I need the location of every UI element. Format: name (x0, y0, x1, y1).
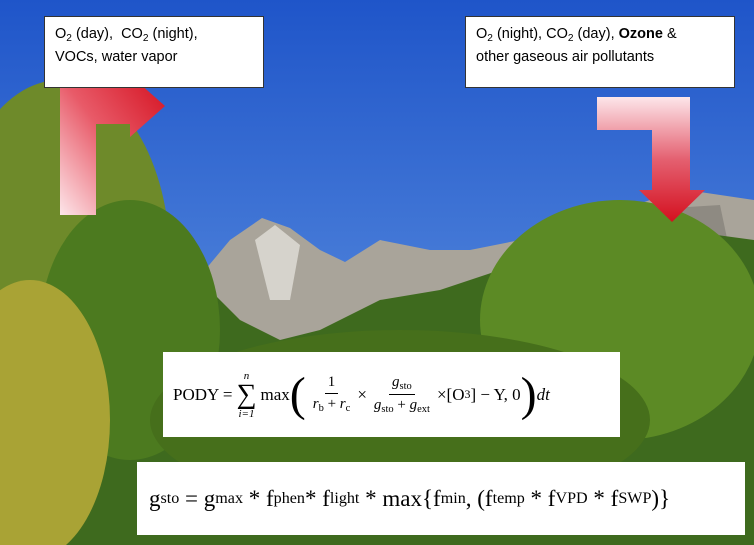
text: * f (243, 485, 274, 511)
text: 1 (324, 374, 339, 395)
text: sto (399, 381, 412, 392)
text: other gaseous air pollutants (476, 49, 655, 66)
text: (day), (573, 26, 619, 42)
text: 2 (487, 33, 493, 45)
text: × (357, 384, 367, 404)
text: & (662, 26, 677, 42)
gsto-formula: g sto = g max * f phen * f light * max{f min, … (137, 462, 745, 535)
left-label: O2 (day), CO2 (night), VOCs, water vapor (44, 16, 264, 88)
text: sto (160, 489, 180, 507)
text: sto (381, 404, 394, 416)
text: + (393, 397, 410, 413)
text: phen (273, 489, 305, 507)
text: * max{f (359, 485, 441, 511)
text: r (339, 396, 346, 413)
text: , (f (465, 485, 493, 511)
text: 2 (142, 33, 149, 45)
text: VPD (555, 489, 588, 507)
text: PODY = (173, 384, 233, 404)
text: * f (587, 485, 619, 511)
text: g (392, 373, 400, 390)
text: (night), CO (492, 26, 568, 42)
text: 3 (464, 387, 471, 401)
text: c (345, 403, 351, 415)
text: = g (179, 485, 216, 511)
paren: ( (289, 367, 306, 421)
text: VOCs, water vapor (55, 49, 178, 66)
text: g (373, 397, 382, 413)
text: ext (417, 404, 430, 416)
text: * f (304, 485, 330, 511)
text: max (260, 384, 290, 404)
text: i=1 (238, 407, 255, 420)
fraction: gsto gsto + gext (371, 374, 433, 415)
text: min (440, 489, 466, 507)
text: ∑ (236, 378, 257, 410)
paren: ) (520, 367, 537, 421)
text: Ozone (618, 26, 663, 42)
text: temp (492, 489, 525, 507)
right-label: O2 (night), CO2 (day), Ozone & other gase… (465, 16, 735, 88)
right-arrow (597, 97, 705, 222)
sum: n ∑ i=1 (237, 370, 257, 420)
text: 2 (66, 33, 72, 45)
text: g (409, 397, 418, 413)
pody-formula: PODY = n ∑ i=1 max ( 1 rb + rc × gsto gs… (163, 352, 620, 437)
text: O (476, 26, 488, 42)
text: n (243, 369, 250, 382)
text: + (323, 396, 340, 413)
text: light (329, 489, 360, 507)
text: r (312, 396, 319, 413)
text: SWP (618, 489, 652, 507)
text: dt (536, 384, 550, 404)
text: (day), CO (71, 26, 143, 42)
text: max (215, 489, 243, 507)
text: O (55, 26, 67, 42)
text: ×[O (436, 384, 465, 404)
text: 2 (567, 33, 574, 45)
text: g (149, 485, 161, 511)
text: ] − Y, 0 (470, 384, 521, 404)
text: )} (651, 485, 671, 511)
text: * f (524, 485, 556, 511)
fraction: 1 rb + rc (310, 374, 354, 414)
text: (night), (148, 26, 198, 42)
left-arrow (60, 75, 165, 215)
text: b (318, 403, 324, 415)
